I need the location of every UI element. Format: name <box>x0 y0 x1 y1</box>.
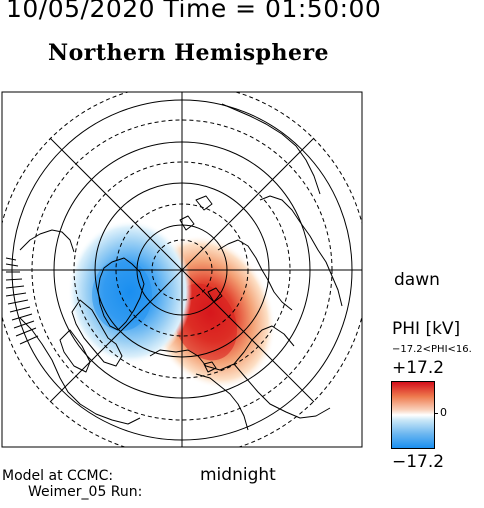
coastline-canadian-archipelago <box>59 299 123 373</box>
coastline-arctic-islands <box>179 195 223 303</box>
coastline-siberia <box>149 325 295 371</box>
coastline-small-island <box>203 361 217 373</box>
colorbar-zero-label: 0 <box>440 406 447 419</box>
coastlines <box>19 103 343 431</box>
coastline-europe <box>259 195 343 307</box>
dawn-label: dawn <box>394 270 440 290</box>
coastline-africa-asia-top <box>221 103 321 195</box>
negative-cell-core <box>92 259 152 331</box>
coastline-scandinavia <box>217 239 293 311</box>
colorbar-max-label: +17.2 <box>392 358 445 378</box>
timestamp-header: 10/05/2020 Time = 01:50:00 <box>6 0 382 23</box>
coastline-alaska <box>19 229 75 253</box>
colorbar-zero-tick <box>434 413 438 414</box>
colorbar <box>391 381 435 449</box>
midnight-label: midnight <box>200 465 276 485</box>
colorbar-range-text: −17.2<PHI<16. <box>392 344 472 355</box>
west-coastline-ticks <box>5 257 39 345</box>
run-label: Weimer_05 Run: <box>28 484 143 500</box>
coastline-greenland <box>97 257 145 331</box>
hemisphere-title: Northern Hemisphere <box>48 40 330 66</box>
meridian-lines <box>2 92 362 447</box>
model-label: Model at CCMC: <box>2 468 114 484</box>
coastline-asia-south <box>233 363 331 419</box>
coastline-east-siberia <box>195 373 249 431</box>
negative-potential-cell <box>68 220 192 364</box>
colorbar-title: PHI [kV] <box>392 319 461 339</box>
coastline-north-america <box>19 317 141 425</box>
colorbar-min-label: −17.2 <box>392 452 445 472</box>
